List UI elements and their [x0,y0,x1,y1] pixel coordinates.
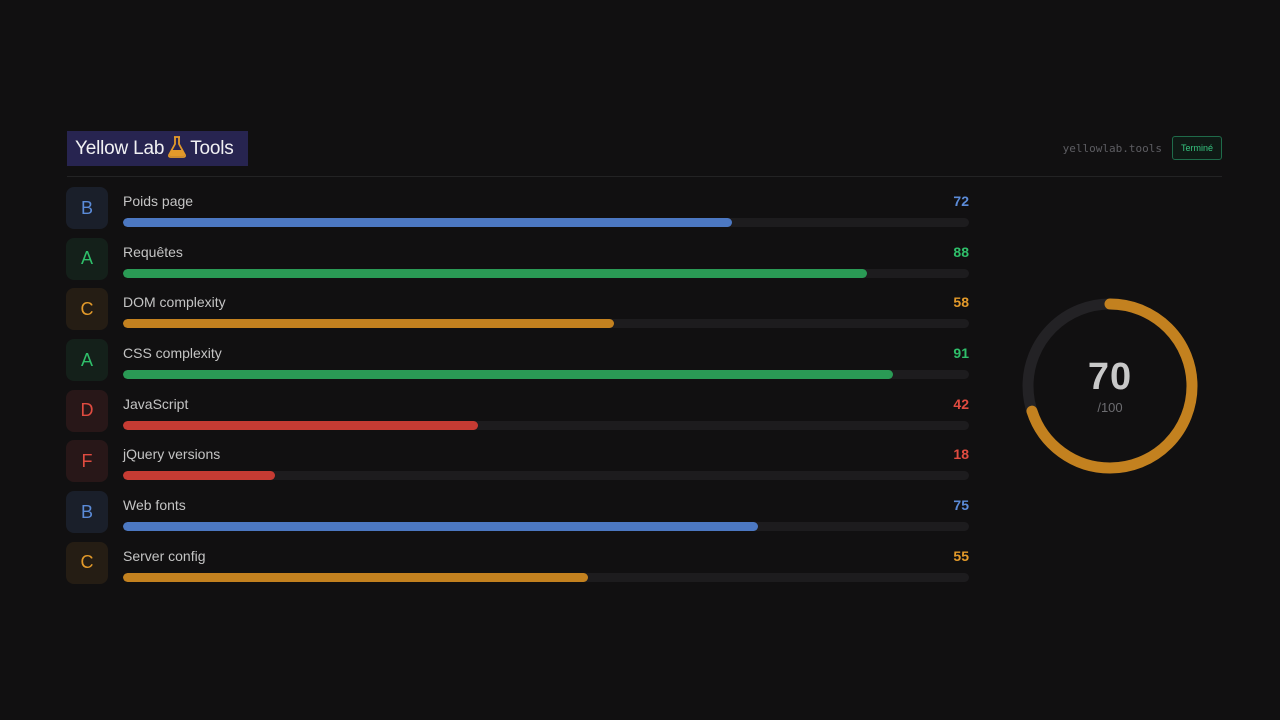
metric-row[interactable]: B Web fonts 75 [66,489,969,540]
logo[interactable]: Yellow Lab Tools [67,131,248,166]
grade-badge: A [66,237,108,280]
metric-row[interactable]: A CSS complexity 91 [66,337,969,388]
metric-score: 88 [953,243,969,260]
metric-bar-track [123,420,969,430]
overall-score-gauge: 70 /100 [1020,296,1200,476]
metric-bar-fill [123,572,589,582]
flask-icon [167,135,187,158]
metric-score: 18 [953,446,969,463]
metric-score: 72 [953,193,969,209]
metric-bar-fill [123,319,614,329]
metric-label: Server config [123,547,206,564]
metric-bar-fill [123,268,868,278]
metric-row[interactable]: C DOM complexity 58 [66,286,969,337]
metric-score: 42 [953,395,969,412]
metric-bar-fill [123,370,893,380]
metric-bar-fill [123,522,758,532]
metric-score: 91 [953,345,969,362]
metric-bar-track [123,370,969,380]
metric-score: 55 [953,547,969,564]
metric-row[interactable]: D JavaScript 42 [66,388,969,439]
metric-bar-track [123,268,969,278]
site-url: yellowlab.tools [1062,141,1162,155]
grade-badge: B [66,491,108,534]
metric-score: 75 [953,497,969,514]
header-right: yellowlab.tools Terminé [1063,136,1222,160]
grade-badge: B [66,187,108,229]
grade-badge: C [66,541,108,584]
logo-text-right: Tools [190,137,234,159]
metric-bar-track [123,522,969,532]
grade-badge: F [66,440,108,483]
overall-score-max: /100 [1097,400,1123,415]
metric-bar-track [123,572,969,582]
metric-label: JavaScript [123,395,189,412]
gauge-progress-arc [1022,298,1198,474]
metric-bar-fill [123,420,479,430]
metric-row[interactable]: B Poids page 72 [66,185,969,236]
metric-label: CSS complexity [123,345,222,362]
status-badge: Terminé [1171,136,1222,160]
metric-label: Poids page [123,193,194,209]
metrics-list: B Poids page 72 A Requêtes 88 C DOM comp… [66,185,969,591]
metric-score: 58 [953,294,969,311]
gauge-ring [1022,298,1198,474]
logo-text-left: Yellow Lab [75,137,165,159]
metric-label: Web fonts [123,497,186,514]
metric-row[interactable]: C Server config 55 [66,540,969,591]
grade-badge: D [66,389,108,432]
metric-row[interactable]: F jQuery versions 18 [66,438,969,489]
metric-label: Requêtes [123,243,183,260]
grade-badge: C [66,288,108,331]
header: Yellow Lab Tools yellowlab.tools Terminé [67,131,1222,177]
metric-bar-fill [123,471,276,481]
metric-bar-track [123,218,969,227]
metric-bar-track [123,471,969,481]
metric-bar-fill [123,218,733,227]
metric-bar-track [123,319,969,329]
metric-label: jQuery versions [123,446,221,463]
metric-label: DOM complexity [123,294,226,311]
metric-row[interactable]: A Requêtes 88 [66,236,969,287]
overall-score-value: 70 [1087,356,1133,398]
grade-badge: A [66,339,108,382]
